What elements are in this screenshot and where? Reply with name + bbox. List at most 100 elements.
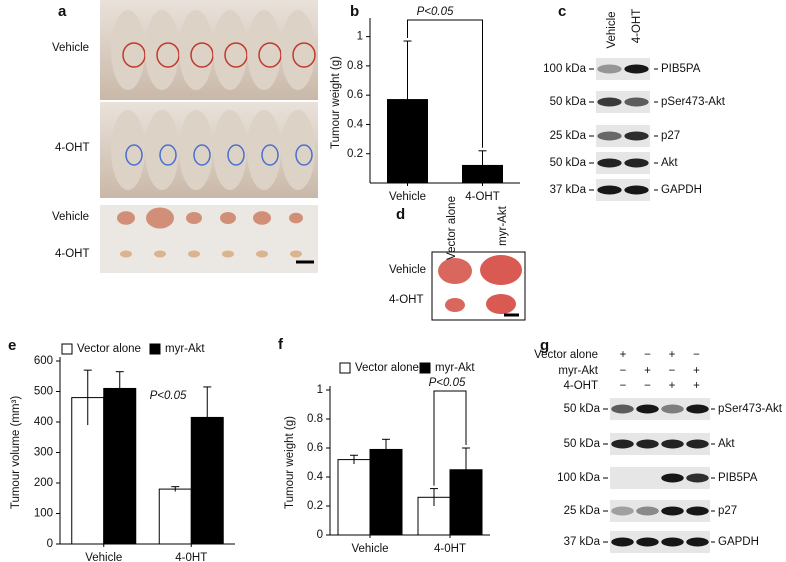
marker-label: 100 kDa bbox=[543, 63, 586, 75]
row-label: Vehicle bbox=[389, 264, 426, 276]
blot-band bbox=[624, 158, 649, 168]
condition-sign: − bbox=[693, 349, 700, 361]
significance-bracket bbox=[407, 19, 483, 148]
tumour bbox=[154, 250, 166, 258]
bar bbox=[449, 469, 483, 536]
bar bbox=[369, 448, 403, 536]
tumour bbox=[438, 258, 472, 284]
blot-strip bbox=[610, 467, 710, 489]
marker-label: 37 kDa bbox=[550, 184, 587, 196]
mouse bbox=[281, 110, 315, 190]
tumour-photo bbox=[100, 205, 318, 273]
marker-label: 100 kDa bbox=[557, 472, 600, 484]
mouse bbox=[179, 110, 213, 190]
mouse bbox=[111, 10, 145, 90]
blot-band bbox=[597, 64, 622, 74]
marker-label: 25 kDa bbox=[564, 505, 601, 517]
y-tick-label: 0.8 bbox=[347, 60, 363, 72]
condition-sign: + bbox=[693, 380, 700, 392]
bar bbox=[103, 387, 137, 545]
mouse bbox=[247, 110, 281, 190]
tumour bbox=[117, 211, 135, 225]
panel-letter: a bbox=[58, 3, 67, 20]
panel-letter: f bbox=[278, 336, 284, 353]
tumour bbox=[186, 212, 202, 224]
condition-sign: + bbox=[669, 349, 676, 361]
x-tick-label: 4-0HT bbox=[175, 552, 207, 562]
x-tick-label: 4-0HT bbox=[434, 543, 466, 555]
marker-label: 37 kDa bbox=[564, 536, 601, 548]
row-label: Vehicle bbox=[52, 211, 89, 223]
y-axis-title: Tumour weight (g) bbox=[330, 56, 342, 149]
blot-strip bbox=[610, 398, 710, 420]
significance-bracket bbox=[433, 390, 467, 486]
tumour-outline bbox=[159, 144, 177, 166]
protein-label: GAPDH bbox=[661, 184, 702, 196]
column-label: myr-Akt bbox=[497, 205, 509, 245]
x-tick-label: Vehicle bbox=[389, 191, 426, 203]
y-tick-label: 100 bbox=[34, 508, 53, 520]
condition-sign: + bbox=[693, 365, 700, 377]
blot-strip bbox=[596, 58, 650, 80]
condition-sign: − bbox=[620, 380, 627, 392]
panel-letter: g bbox=[540, 337, 549, 354]
y-tick-label: 0 bbox=[317, 529, 323, 541]
row-label: 4-OHT bbox=[389, 294, 424, 306]
panel-letter: b bbox=[350, 3, 359, 20]
blot-band bbox=[611, 506, 634, 516]
blot-band bbox=[661, 439, 684, 449]
x-tick-label: Vehicle bbox=[85, 552, 122, 562]
blot-band bbox=[686, 439, 709, 449]
y-tick-label: 400 bbox=[34, 416, 53, 428]
blot-strip bbox=[610, 531, 710, 553]
bar bbox=[158, 488, 192, 545]
tumour bbox=[445, 298, 465, 312]
x-tick-label: 4-OHT bbox=[465, 191, 500, 203]
tumour bbox=[256, 250, 268, 258]
blot-band bbox=[686, 537, 709, 547]
condition-sign: − bbox=[669, 365, 676, 377]
tumour-outline bbox=[224, 42, 248, 68]
tumour-outline bbox=[258, 42, 282, 68]
legend-label: myr-Akt bbox=[165, 343, 205, 355]
blot-band bbox=[686, 506, 709, 516]
protein-label: Akt bbox=[661, 157, 678, 169]
y-tick-label: 0 bbox=[47, 538, 53, 550]
tumour-outline bbox=[190, 42, 214, 68]
y-tick-label: 200 bbox=[34, 477, 53, 489]
blot-band bbox=[597, 97, 622, 107]
blot-strip bbox=[596, 125, 650, 147]
blot-strip bbox=[596, 152, 650, 174]
tumour bbox=[289, 212, 303, 224]
marker-label: 50 kDa bbox=[550, 96, 587, 108]
protein-label: p27 bbox=[661, 130, 680, 142]
tumour bbox=[480, 255, 522, 285]
condition-label: myr-Akt bbox=[558, 365, 598, 377]
tumour-outline bbox=[122, 42, 146, 68]
blot-band bbox=[624, 185, 649, 195]
blot-band bbox=[661, 506, 684, 516]
legend-label: myr-Akt bbox=[435, 362, 475, 374]
tumour-outline bbox=[292, 42, 316, 68]
blot-band bbox=[611, 404, 634, 414]
tumour-outline bbox=[125, 144, 143, 166]
tumour bbox=[486, 294, 516, 314]
protein-label: PIB5PA bbox=[661, 63, 701, 75]
protein-label: pSer473-Akt bbox=[661, 96, 726, 108]
row-label: 4-OHT bbox=[55, 248, 90, 260]
condition-sign: + bbox=[620, 349, 627, 361]
marker-label: 50 kDa bbox=[550, 157, 587, 169]
blot-strip bbox=[596, 179, 650, 201]
legend-label: Vector alone bbox=[355, 362, 419, 374]
condition-sign: − bbox=[644, 349, 651, 361]
panel-letter: e bbox=[8, 337, 16, 354]
protein-label: PIB5PA bbox=[718, 472, 758, 484]
y-tick-label: 300 bbox=[34, 447, 53, 459]
mouse bbox=[111, 110, 145, 190]
tumour-outline bbox=[295, 144, 313, 166]
blot-band bbox=[636, 404, 659, 414]
blot-band bbox=[611, 439, 634, 449]
y-axis-title: Tumour weight (g) bbox=[284, 416, 296, 509]
y-tick-label: 600 bbox=[34, 355, 53, 367]
annotation: P<0.05 bbox=[417, 6, 454, 18]
